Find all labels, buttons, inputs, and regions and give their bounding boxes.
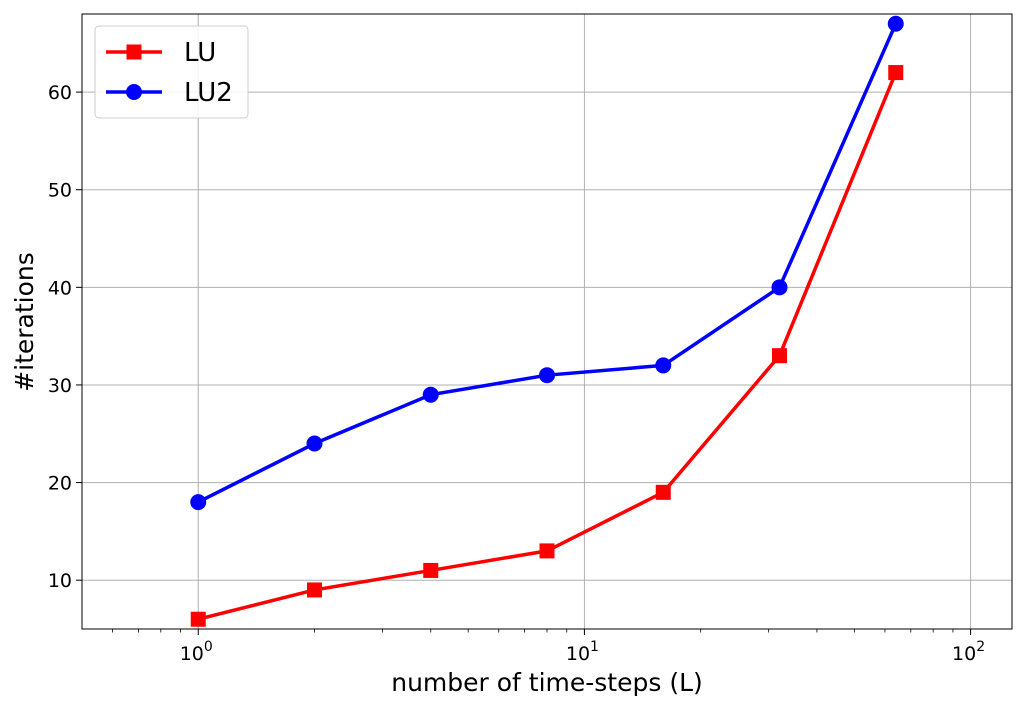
legend-entry: LU2 xyxy=(106,78,233,108)
circle-marker xyxy=(887,15,904,32)
plot-frame xyxy=(81,13,1013,630)
y-tick-label: 40 xyxy=(48,277,72,299)
circle-marker xyxy=(126,84,142,100)
square-marker xyxy=(307,582,322,598)
circle-marker xyxy=(190,494,207,511)
series-line xyxy=(197,71,898,621)
legend-entry: LU xyxy=(106,38,216,68)
x-tick-label: 101 xyxy=(566,639,599,665)
square-marker xyxy=(539,543,555,559)
circle-marker xyxy=(306,435,323,452)
legend-label: LU2 xyxy=(184,78,233,108)
square-marker xyxy=(423,562,439,578)
series-line xyxy=(197,23,898,504)
x-tick-label: 100 xyxy=(180,639,213,665)
series-lu2 xyxy=(190,15,904,511)
y-tick-label: 60 xyxy=(48,82,72,104)
y-tick-labels: 10 20 30 40 50 60 xyxy=(48,82,72,592)
circle-marker xyxy=(771,279,788,296)
circle-marker xyxy=(655,357,672,374)
y-tick-label: 10 xyxy=(48,570,72,592)
circle-marker xyxy=(422,386,439,403)
y-tick-label: 50 xyxy=(48,180,72,202)
series-group xyxy=(190,15,904,627)
series-lu xyxy=(190,65,904,627)
square-marker xyxy=(126,44,142,60)
y-tick-label: 20 xyxy=(48,473,72,495)
y-axis-title: #iterations xyxy=(10,252,39,392)
square-marker xyxy=(655,484,671,500)
x-tick-label: 102 xyxy=(952,639,985,665)
legend: LU LU2 xyxy=(94,25,249,119)
square-marker xyxy=(772,348,787,364)
square-marker xyxy=(190,611,206,627)
legend-label: LU xyxy=(184,38,216,68)
circle-marker xyxy=(539,367,555,384)
x-tick-labels: 100 101 102 xyxy=(180,639,985,665)
x-axis-title: number of time-steps (L) xyxy=(391,668,703,697)
y-tick-label: 30 xyxy=(48,375,72,397)
axis-ticks xyxy=(76,91,972,635)
square-marker xyxy=(888,65,904,81)
